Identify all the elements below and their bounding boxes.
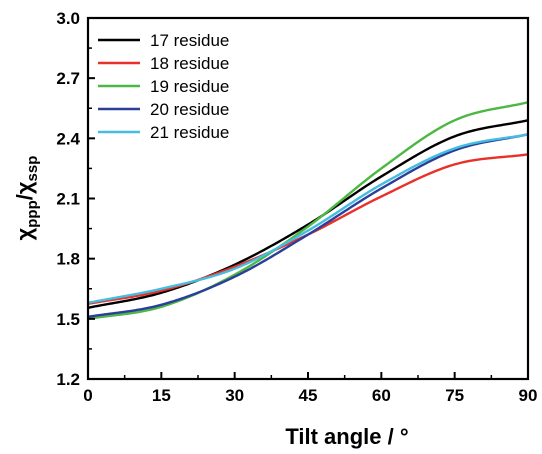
y-tick-label: 1.5 — [56, 310, 80, 329]
y-tick-label: 1.8 — [56, 250, 80, 269]
series-line — [87, 153, 529, 305]
y-axis-title-sub2: ssp — [24, 156, 41, 182]
y-tick-label: 3.0 — [56, 9, 80, 28]
x-tick-label: 0 — [83, 386, 92, 405]
legend-label: 17 residue — [150, 31, 229, 50]
x-tick-label: 45 — [299, 386, 318, 405]
x-tick-label: 60 — [372, 386, 391, 405]
series-line — [87, 119, 529, 309]
x-axis-title: Tilt angle / ° — [285, 424, 408, 449]
y-axis-title-main: χ — [12, 227, 37, 240]
series-line — [87, 133, 529, 304]
y-axis-title: χppp/χssp — [12, 156, 41, 241]
y-tick-label: 2.4 — [56, 129, 80, 148]
legend-label: 21 residue — [150, 123, 229, 142]
plot-curves — [87, 101, 529, 321]
series-line — [87, 133, 529, 319]
x-tick-label: 30 — [225, 386, 244, 405]
y-axis-title-sep: /χ — [12, 181, 37, 200]
y-tick-label: 2.1 — [56, 190, 80, 209]
legend: 17 residue 18 residue 19 residue 20 residue… — [98, 31, 229, 142]
y-tick-label: 2.7 — [56, 69, 80, 88]
y-tick-label: 1.2 — [56, 370, 80, 389]
y-axis-title-sub1: ppp — [24, 200, 41, 228]
x-tick-label: 75 — [445, 386, 464, 405]
legend-label: 19 residue — [150, 77, 229, 96]
x-tick-label: 90 — [519, 386, 538, 405]
legend-label: 20 residue — [150, 100, 229, 119]
x-tick-label: 15 — [152, 386, 171, 405]
series-line — [87, 101, 529, 321]
legend-label: 18 residue — [150, 54, 229, 73]
axis-ticks: 0 15 30 45 60 75 90 1.2 1.5 1.8 2.1 2.4 2.7 3.0 — [56, 9, 537, 405]
